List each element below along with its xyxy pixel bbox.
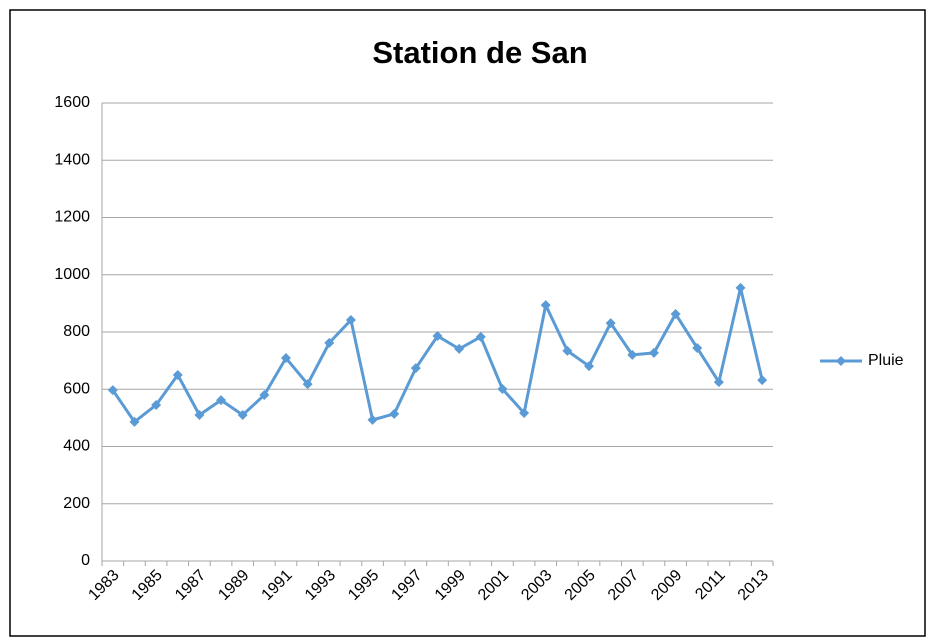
marker <box>497 383 508 394</box>
marker <box>389 408 400 419</box>
y-tick-label: 1400 <box>54 151 90 168</box>
marker <box>216 395 227 406</box>
marker <box>584 361 595 372</box>
y-tick-label: 400 <box>63 438 90 455</box>
marker <box>713 377 724 388</box>
marker <box>194 410 205 421</box>
legend-marker <box>836 356 846 366</box>
y-tick-label: 1600 <box>54 94 90 111</box>
marker <box>280 353 291 364</box>
marker <box>237 410 248 421</box>
marker <box>410 363 421 374</box>
marker <box>259 389 270 400</box>
marker <box>107 385 118 396</box>
chart-border <box>9 9 926 637</box>
marker <box>540 300 551 311</box>
marker <box>735 282 746 293</box>
marker <box>605 318 616 329</box>
marker <box>151 399 162 410</box>
marker <box>345 314 356 325</box>
y-tick-label: 600 <box>63 380 90 397</box>
marker <box>172 369 183 380</box>
marker <box>432 331 443 342</box>
legend-label: Pluie <box>868 352 904 369</box>
marker <box>562 345 573 356</box>
marker <box>757 375 768 386</box>
marker <box>454 343 465 354</box>
marker <box>367 414 378 425</box>
marker <box>324 337 335 348</box>
y-tick-label: 1000 <box>54 266 90 283</box>
y-tick-label: 0 <box>81 552 90 569</box>
marker <box>692 343 703 354</box>
y-tick-label: 800 <box>63 323 90 340</box>
chart-title: Station de San <box>372 35 587 70</box>
marker <box>519 408 530 419</box>
y-tick-label: 1200 <box>54 209 90 226</box>
marker <box>670 308 681 319</box>
marker <box>302 379 313 390</box>
marker <box>648 347 659 358</box>
marker <box>627 349 638 360</box>
marker <box>129 416 140 427</box>
marker <box>475 331 486 342</box>
y-tick-label: 200 <box>63 495 90 512</box>
